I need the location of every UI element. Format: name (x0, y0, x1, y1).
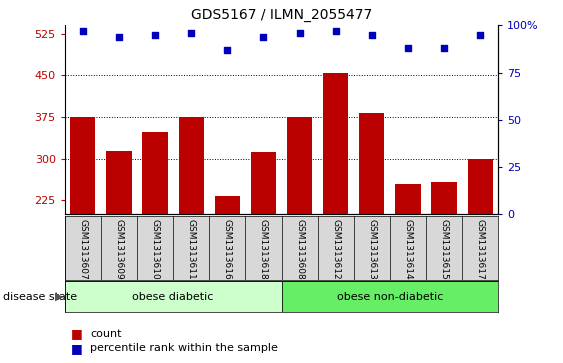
Text: GSM1313616: GSM1313616 (223, 219, 232, 280)
Point (367, 32, 376, 38)
Text: GSM1313611: GSM1313611 (187, 219, 196, 280)
Bar (282, 281, 498, 312)
Text: GSM1313615: GSM1313615 (440, 219, 449, 280)
Point (223, 47, 232, 53)
Point (187, 30, 196, 36)
Text: GSM1313607: GSM1313607 (78, 219, 87, 280)
Text: GSM1313613: GSM1313613 (367, 219, 376, 280)
Text: GSM1313612: GSM1313612 (331, 219, 340, 280)
Bar (467, 159, 493, 325)
Text: count: count (90, 329, 122, 339)
Bar (142, 132, 168, 325)
Text: GSM1313610: GSM1313610 (150, 219, 159, 280)
Bar (70, 117, 96, 325)
Text: GSM1313617: GSM1313617 (476, 219, 485, 280)
Bar (287, 117, 312, 325)
Bar (323, 73, 348, 325)
Text: percentile rank within the sample: percentile rank within the sample (90, 343, 278, 354)
Text: disease state: disease state (3, 292, 77, 302)
Bar (359, 113, 385, 325)
Bar (65, 281, 282, 312)
Text: GSM1313614: GSM1313614 (404, 219, 413, 280)
Point (295, 30, 304, 36)
Text: ■: ■ (70, 342, 82, 355)
Text: obese diabetic: obese diabetic (132, 292, 214, 302)
Text: GSM1313618: GSM1313618 (259, 219, 268, 280)
Point (476, 32, 485, 38)
Point (150, 32, 159, 38)
Point (78, 28, 87, 34)
Title: GDS5167 / ILMN_2055477: GDS5167 / ILMN_2055477 (191, 8, 372, 22)
Point (114, 34, 123, 40)
Point (331, 28, 340, 34)
Text: ■: ■ (70, 327, 82, 340)
Bar (431, 182, 457, 325)
Point (259, 34, 268, 40)
Point (440, 45, 449, 51)
Text: GSM1313609: GSM1313609 (114, 219, 123, 280)
Text: GSM1313608: GSM1313608 (295, 219, 304, 280)
Point (404, 45, 413, 51)
Text: ▶: ▶ (55, 292, 63, 302)
Bar (251, 152, 276, 325)
Bar (178, 117, 204, 325)
Text: obese non-diabetic: obese non-diabetic (337, 292, 443, 302)
Bar (215, 196, 240, 325)
Bar (106, 151, 132, 325)
Bar (395, 184, 421, 325)
